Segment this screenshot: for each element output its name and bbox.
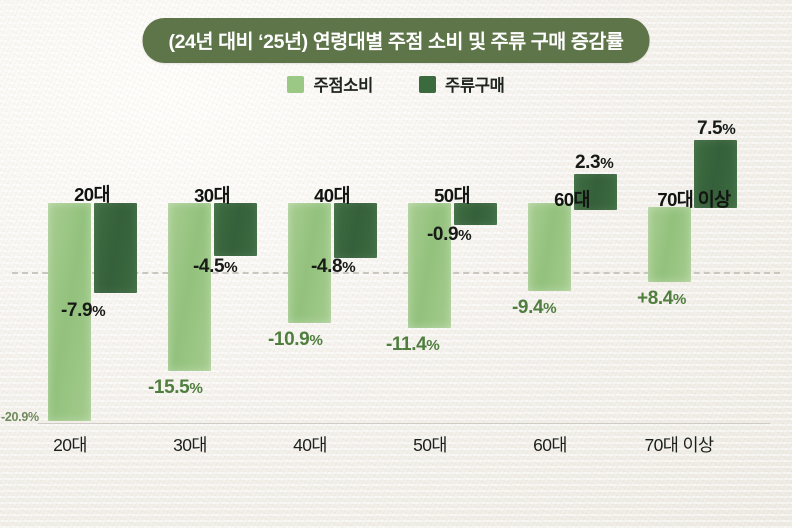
x-tick-20대: 20대 <box>53 435 87 455</box>
bar-60대-dark <box>574 174 617 210</box>
value-label: -4.8% <box>311 256 356 277</box>
group-caption-50대: 50대 <box>434 185 470 206</box>
bar-70대이상-dark <box>694 140 737 208</box>
bar-50대-light <box>408 203 451 328</box>
x-tick-40대: 40대 <box>293 435 327 455</box>
chart-legend: 주점소비 주류구매 <box>0 72 792 96</box>
value-label: -4.5% <box>193 256 238 277</box>
bar-70대이상-light <box>648 207 691 282</box>
legend-swatch-dark-green <box>419 75 436 93</box>
value-label: +8.4% <box>637 288 687 309</box>
value-label: -0.9% <box>427 224 472 245</box>
group-caption-70대이상: 70대 이상 <box>657 189 731 210</box>
value-label: 7.5% <box>697 118 736 139</box>
group-caption-30대: 30대 <box>194 185 230 206</box>
chart-title: (24년 대비 ‘25년) 연령대별 주점 소비 및 주류 구매 증감률 <box>142 18 650 63</box>
value-label: -9.4% <box>512 297 557 318</box>
group-caption-40대: 40대 <box>314 185 350 206</box>
value-label: -11.4% <box>386 334 440 355</box>
legend-label-pub-spending: 주점소비 <box>313 77 373 95</box>
value-label: 2.3% <box>575 152 614 173</box>
bar-20대-dark <box>94 203 137 293</box>
value-label: -15.5% <box>148 377 203 398</box>
x-tick-70대이상: 70대 이상 <box>644 435 714 455</box>
group-caption-20대: 20대 <box>74 184 110 205</box>
bar-20대-light <box>48 203 91 421</box>
zero-baseline <box>12 272 780 274</box>
axis-min-label: -20.9% <box>1 410 39 424</box>
x-tick-30대: 30대 <box>173 435 207 455</box>
value-label: -7.9% <box>61 300 106 321</box>
legend-item-pub-spending: 주점소비 <box>287 72 373 96</box>
bar-60대-light <box>528 203 571 291</box>
legend-label-liquor-purchase: 주류구매 <box>445 77 505 95</box>
bar-50대-dark <box>454 203 497 225</box>
bar-40대-dark <box>334 203 377 258</box>
x-tick-60대: 60대 <box>533 435 567 455</box>
bar-40대-light <box>288 203 331 323</box>
bar-30대-dark <box>214 203 257 256</box>
value-label: -10.9% <box>268 329 323 350</box>
legend-item-liquor-purchase: 주류구매 <box>419 72 505 96</box>
legend-swatch-light-green <box>287 75 305 93</box>
x-tick-50대: 50대 <box>413 435 447 455</box>
bar-30대-light <box>168 203 211 371</box>
group-caption-60대: 60대 <box>554 189 590 210</box>
x-axis-line <box>38 423 770 424</box>
